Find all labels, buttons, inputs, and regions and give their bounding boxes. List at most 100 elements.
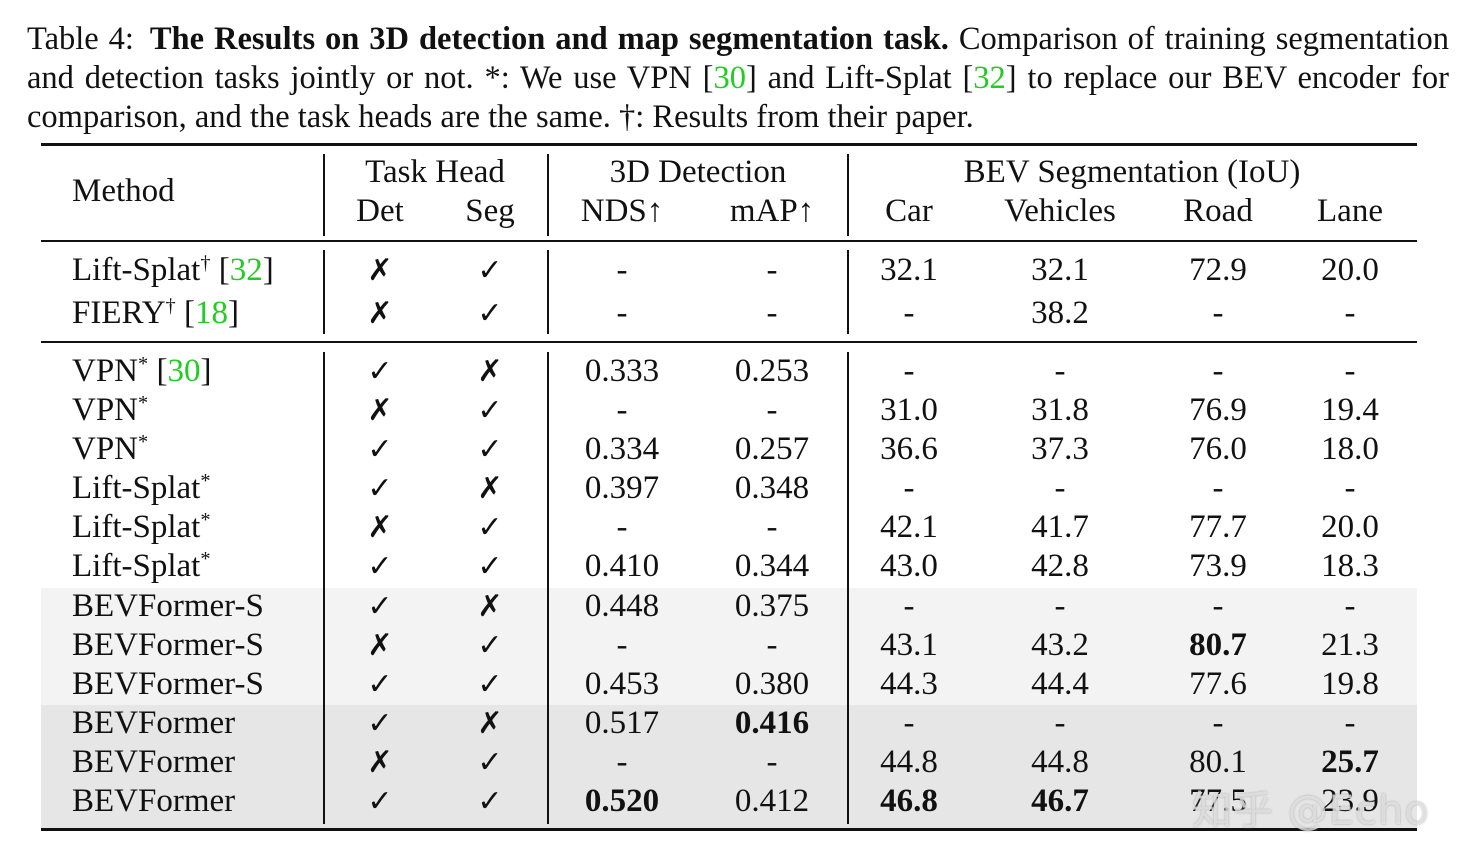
lane-cell: 18.3 (1321, 548, 1379, 584)
seg-cell: ✗ (477, 471, 503, 506)
method-superscript: † (200, 251, 211, 274)
det-cell: ✓ (367, 549, 393, 584)
car-cell: 42.1 (880, 509, 938, 545)
road-cell: 80.7 (1189, 627, 1247, 663)
header-road: Road (1183, 193, 1253, 229)
det-cell: ✗ (367, 296, 393, 331)
lane-cell: 20.0 (1321, 509, 1379, 545)
divider-detection (847, 154, 849, 236)
method-name: Lift-Splat (72, 509, 201, 545)
vehicles-cell: 42.8 (1031, 548, 1089, 584)
seg-cell: ✓ (477, 253, 503, 288)
method-name: Lift-Splat (72, 470, 201, 506)
nds-cell: - (616, 509, 628, 545)
caption-ref-lift-splat[interactable]: 32 (973, 60, 1006, 96)
method-cell: BEVFormer-S (72, 665, 264, 703)
car-cell: 36.6 (880, 431, 938, 467)
lane-cell: 19.8 (1321, 666, 1379, 702)
top-rule (41, 143, 1417, 146)
method-cell: Lift-Splat* (72, 547, 211, 585)
det-cell: ✓ (367, 589, 393, 624)
method-superscript: * (138, 352, 149, 375)
det-cell: ✗ (367, 745, 393, 780)
vehicles-cell: 44.8 (1031, 744, 1089, 780)
lane-cell: - (1344, 295, 1356, 331)
car-cell: - (903, 353, 915, 389)
vehicles-cell: 38.2 (1031, 295, 1089, 331)
seg-cell: ✓ (477, 393, 503, 428)
vehicles-cell: - (1054, 353, 1066, 389)
lane-cell: 20.0 (1321, 252, 1379, 288)
road-cell: - (1212, 470, 1224, 506)
method-name: BEVFormer (72, 705, 236, 741)
map-cell: 0.344 (734, 548, 810, 584)
nds-cell: - (616, 295, 628, 331)
method-citation-link[interactable]: 30 (167, 353, 201, 389)
det-cell: ✓ (367, 354, 393, 389)
lane-cell: 18.0 (1321, 431, 1379, 467)
car-cell: - (903, 470, 915, 506)
header-3d-detection: 3D Detection (609, 154, 787, 190)
method-name: BEVFormer-S (72, 666, 264, 702)
nds-cell: 0.520 (584, 783, 660, 819)
method-citation-link[interactable]: 18 (195, 295, 228, 331)
det-cell: ✗ (367, 253, 393, 288)
car-cell: 31.0 (880, 392, 938, 428)
divider-taskhead (547, 154, 549, 236)
car-cell: 32.1 (880, 252, 938, 288)
caption-body-2: ] and Lift-Splat [ (745, 60, 974, 96)
divider-method (323, 154, 325, 236)
method-name: BEVFormer (72, 783, 236, 819)
det-cell: ✗ (367, 628, 393, 663)
vehicles-cell: 31.8 (1031, 392, 1089, 428)
header-bev-segmentation: BEV Segmentation (IoU) (963, 154, 1301, 190)
nds-cell: 0.453 (584, 666, 660, 702)
map-cell: - (766, 392, 778, 428)
header-task-head: Task Head (365, 154, 505, 190)
map-cell: - (766, 509, 778, 545)
det-cell: ✗ (367, 393, 393, 428)
map-cell: - (766, 744, 778, 780)
map-cell: 0.257 (734, 431, 810, 467)
divider-taskhead (547, 352, 549, 824)
caption-ref-vpn[interactable]: 30 (713, 60, 746, 96)
det-cell: ✗ (367, 510, 393, 545)
map-cell: 0.412 (734, 783, 810, 819)
vehicles-cell: 37.3 (1031, 431, 1089, 467)
lane-cell: 23.9 (1321, 783, 1379, 819)
road-cell: 73.9 (1189, 548, 1247, 584)
map-cell: 0.416 (734, 705, 810, 741)
table-caption: Table 4: The Results on 3D detection and… (27, 20, 1449, 137)
road-cell: - (1212, 295, 1224, 331)
header-nds: NDS↑ (580, 193, 664, 229)
map-cell: - (766, 252, 778, 288)
header-vehicles: Vehicles (1004, 193, 1116, 229)
divider-method (323, 352, 325, 824)
method-cell: Lift-Splat* (72, 469, 211, 507)
nds-cell: - (616, 392, 628, 428)
caption-title: The Results on 3D detection and map segm… (149, 21, 949, 57)
car-cell: 43.0 (880, 548, 938, 584)
road-cell: - (1212, 705, 1224, 741)
map-cell: - (766, 627, 778, 663)
seg-cell: ✗ (477, 354, 503, 389)
method-name: Lift-Splat (72, 548, 201, 584)
det-cell: ✓ (367, 471, 393, 506)
method-citation-link[interactable]: 32 (229, 252, 263, 288)
lane-cell: - (1344, 470, 1356, 506)
det-cell: ✓ (367, 667, 393, 702)
car-cell: - (903, 295, 915, 331)
method-cell: VPN* (72, 391, 148, 429)
nds-cell: 0.333 (584, 353, 660, 389)
group-rule (41, 341, 1417, 343)
nds-cell: 0.410 (584, 548, 660, 584)
method-superscript: * (138, 391, 149, 414)
method-superscript: * (200, 508, 211, 531)
map-cell: - (766, 295, 778, 331)
method-cell: BEVFormer-S (72, 626, 264, 664)
method-superscript: * (200, 547, 211, 570)
nds-cell: 0.397 (584, 470, 660, 506)
method-name: VPN (72, 392, 139, 428)
divider-detection (847, 250, 849, 334)
